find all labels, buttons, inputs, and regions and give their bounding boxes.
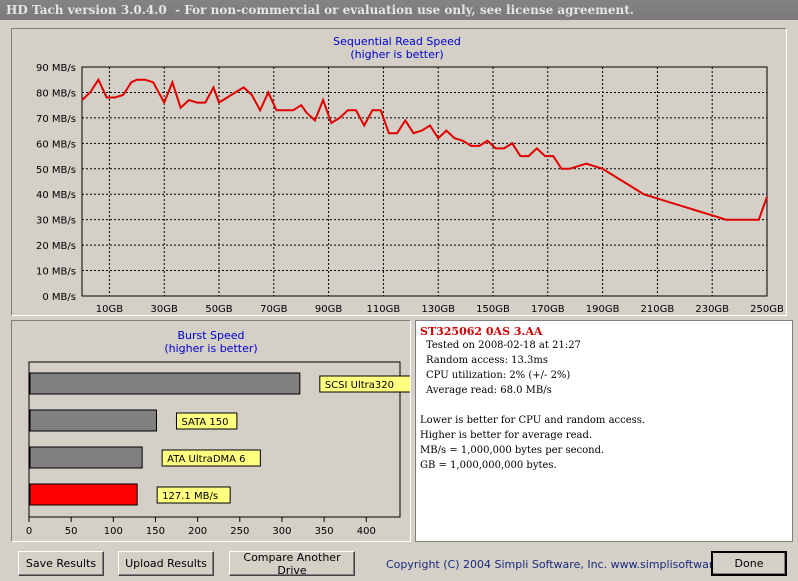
read-y-tick-label: 70 MB/s	[36, 114, 76, 125]
upload-results-button[interactable]: Upload Results	[118, 551, 214, 576]
note-higher-better: Higher is better for average read.	[420, 430, 593, 441]
burst-bar	[29, 409, 157, 432]
read-chart: Sequential Read Speed (higher is better)…	[36, 35, 784, 315]
note-mbs: MB/s = 1,000,000 bytes per second.	[420, 445, 605, 456]
save-results-button[interactable]: Save Results	[18, 551, 104, 576]
burst-x-tick-label: 100	[104, 526, 123, 537]
burst-x-tick-label: 150	[146, 526, 165, 537]
compare-drive-label: Compare Another Drive	[243, 550, 341, 577]
read-y-tick-label: 50 MB/s	[36, 165, 76, 176]
read-x-tick-label: 30GB	[151, 304, 178, 315]
read-x-tick-label: 190GB	[586, 304, 620, 315]
burst-plot-frame	[28, 361, 401, 518]
burst-bar-label: SCSI Ultra320	[325, 380, 394, 391]
burst-bar	[29, 372, 301, 395]
burst-bar-label-box	[319, 375, 410, 393]
read-y-tick-label: 0 MB/s	[42, 292, 76, 303]
compare-drive-button[interactable]: Compare Another Drive	[229, 550, 355, 577]
read-x-tick-label: 130GB	[421, 304, 455, 315]
read-chart-title: Sequential Read Speed	[333, 35, 461, 48]
test-date: Tested on 2008-02-18 at 21:27	[426, 340, 581, 351]
read-y-tick-label: 90 MB/s	[36, 63, 76, 74]
burst-bar-label: 127.1 MB/s	[162, 491, 218, 502]
read-y-tick-label: 30 MB/s	[36, 216, 76, 227]
read-x-tick-label: 150GB	[476, 304, 510, 315]
read-x-tick-label: 170GB	[531, 304, 565, 315]
average-read: Average read: 68.0 MB/s	[426, 385, 552, 396]
read-y-tick-label: 20 MB/s	[36, 241, 76, 252]
read-x-tick-label: 230GB	[695, 304, 729, 315]
read-x-tick-label: 90GB	[315, 304, 342, 315]
read-x-tick-label: 10GB	[96, 304, 123, 315]
burst-x-tick-label: 300	[272, 526, 291, 537]
burst-bar	[29, 483, 138, 506]
read-y-tick-label: 10 MB/s	[36, 267, 76, 278]
burst-bar-label-box	[161, 449, 261, 467]
read-y-tick-label: 40 MB/s	[36, 190, 76, 201]
read-y-tick-label: 80 MB/s	[36, 88, 76, 99]
note-lower-better: Lower is better for CPU and random acces…	[420, 415, 646, 426]
burst-bar	[29, 446, 143, 469]
read-x-tick-label: 110GB	[367, 304, 401, 315]
burst-x-tick-label: 250	[230, 526, 249, 537]
cpu-utilization: CPU utilization: 2% (+/- 2%)	[426, 370, 571, 381]
burst-bar-label: ATA UltraDMA 6	[167, 454, 245, 465]
burst-bar-label: SATA 150	[181, 417, 228, 428]
read-x-tick-label: 70GB	[260, 304, 287, 315]
done-label: Done	[734, 557, 764, 570]
burst-x-tick-label: 200	[188, 526, 207, 537]
read-plot-frame	[81, 66, 768, 297]
read-speed-series	[81, 77, 768, 221]
random-access: Random access: 13.3ms	[426, 355, 549, 366]
drive-info-panel: ST325062 0AS 3.AA Tested on 2008-02-18 a…	[415, 320, 793, 542]
save-results-label: Save Results	[25, 557, 97, 570]
read-chart-panel: Sequential Read Speed (higher is better)…	[11, 28, 787, 316]
burst-x-tick-label: 50	[65, 526, 78, 537]
burst-chart-panel: Burst Speed (higher is better) SCSI Ultr…	[11, 320, 411, 542]
burst-x-tick-label: 400	[357, 526, 376, 537]
read-y-tick-label: 60 MB/s	[36, 139, 76, 150]
burst-x-tick-label: 350	[315, 526, 334, 537]
upload-results-label: Upload Results	[125, 557, 207, 570]
note-gb: GB = 1,000,000,000 bytes.	[420, 460, 557, 471]
done-button[interactable]: Done	[711, 551, 787, 576]
read-x-tick-label: 50GB	[205, 304, 232, 315]
burst-chart: Burst Speed (higher is better) SCSI Ultr…	[26, 329, 410, 537]
copyright-text: Copyright (C) 2004 Simpli Software, Inc.…	[386, 558, 747, 571]
burst-chart-subtitle: (higher is better)	[164, 342, 257, 355]
burst-bar-label-box	[175, 412, 238, 430]
read-x-tick-label: 210GB	[641, 304, 675, 315]
burst-chart-title: Burst Speed	[177, 329, 244, 342]
burst-bar-label-box	[156, 486, 231, 504]
read-chart-subtitle: (higher is better)	[350, 48, 443, 61]
burst-x-tick-label: 0	[26, 526, 32, 537]
window-title: HD Tach version 3.0.4.0 - For non-commer…	[0, 0, 798, 20]
read-x-tick-label: 250GB	[750, 304, 784, 315]
drive-model: ST325062 0AS 3.AA	[420, 325, 543, 338]
